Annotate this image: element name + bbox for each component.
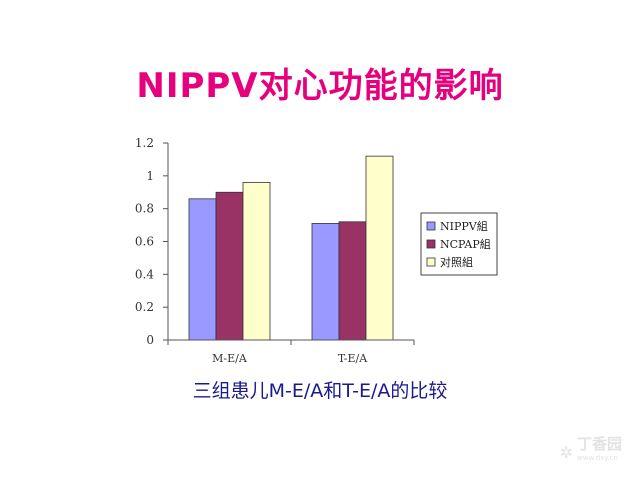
y-tick-label: 0.4 (135, 267, 154, 281)
bar-2-1 (215, 191, 244, 341)
bar-3-1 (242, 181, 271, 341)
bar-2-2 (338, 221, 367, 341)
x-axis: M-E/A T-E/A (167, 339, 415, 365)
y-axis: 1.2 1 0.8 0.6 0.4 0.2 0 (135, 136, 169, 347)
bar-3-2 (365, 155, 394, 341)
legend-label: NIPPV組 (440, 220, 488, 233)
y-tick-label: 1.2 (135, 136, 154, 150)
legend-label: NCPAP組 (440, 238, 491, 251)
watermark-logo-icon: ✲ (559, 443, 573, 462)
slide-title: NIPPV对心功能的影响 (136, 66, 504, 106)
bars (188, 155, 394, 341)
watermark: ✲ 丁香园 www.dxy.cn (560, 433, 622, 462)
watermark-text: 丁香园 (576, 435, 622, 453)
y-tick-label: 1 (146, 169, 154, 183)
legend-swatch (426, 239, 436, 249)
bar-1-1 (188, 198, 217, 341)
y-tick-label: 0 (146, 333, 154, 347)
legend-swatch (426, 257, 436, 267)
x-category-label: T-E/A (338, 352, 368, 365)
legend-label: 对照組 (440, 255, 473, 269)
legend-swatch (426, 221, 436, 231)
chart-caption: 三组患儿M-E/A和T-E/A的比较 (192, 380, 448, 402)
y-tick-label: 0.8 (135, 202, 154, 216)
watermark-url: www.dxy.cn (576, 454, 618, 462)
y-tick-label: 0.6 (135, 235, 154, 249)
bar-1-2 (311, 223, 340, 341)
y-tick-label: 0.2 (135, 300, 154, 314)
x-category-label: M-E/A (212, 352, 248, 365)
